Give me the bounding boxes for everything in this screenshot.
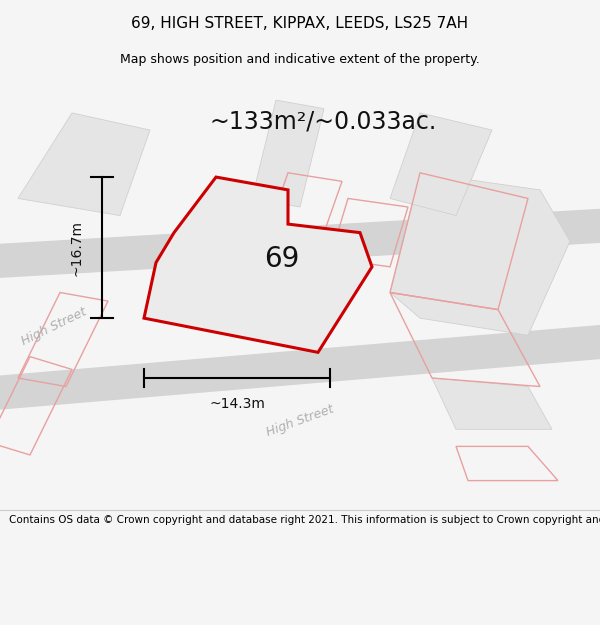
Text: ~14.3m: ~14.3m (209, 398, 265, 411)
Polygon shape (144, 177, 372, 352)
Text: 69, HIGH STREET, KIPPAX, LEEDS, LS25 7AH: 69, HIGH STREET, KIPPAX, LEEDS, LS25 7AH (131, 16, 469, 31)
Text: ~133m²/~0.033ac.: ~133m²/~0.033ac. (210, 109, 437, 134)
Text: High Street: High Street (19, 306, 89, 348)
Polygon shape (390, 113, 492, 216)
Polygon shape (390, 173, 570, 335)
Text: ~16.7m: ~16.7m (70, 219, 84, 276)
Text: Contains OS data © Crown copyright and database right 2021. This information is : Contains OS data © Crown copyright and d… (9, 514, 600, 524)
Polygon shape (0, 207, 600, 279)
Polygon shape (252, 100, 324, 207)
Polygon shape (0, 322, 600, 412)
Text: 69: 69 (263, 245, 299, 273)
Polygon shape (432, 378, 552, 429)
Polygon shape (18, 113, 150, 216)
Text: High Street: High Street (265, 402, 335, 439)
Text: Map shows position and indicative extent of the property.: Map shows position and indicative extent… (120, 52, 480, 66)
